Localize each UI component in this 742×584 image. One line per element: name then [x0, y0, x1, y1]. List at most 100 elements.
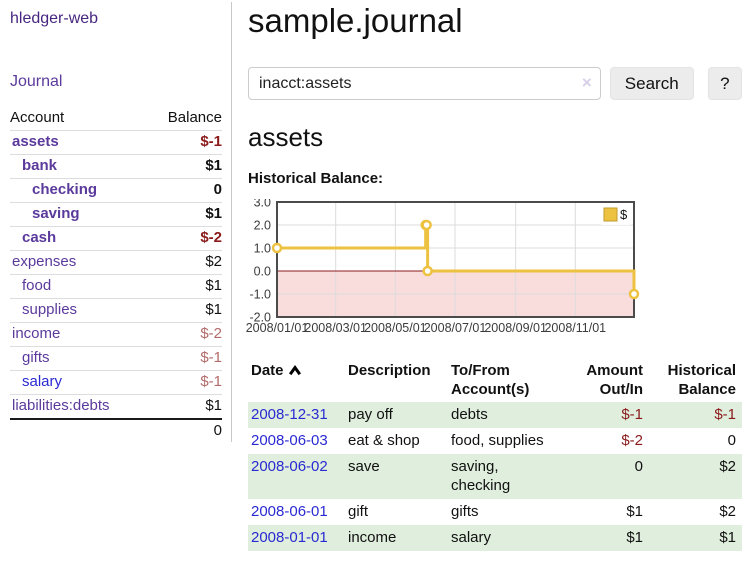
transaction-date-link[interactable]: 2008-06-01 [251, 503, 328, 520]
register-header-accounts: To/From Account(s) [451, 362, 530, 398]
account-balance: $-1 [147, 346, 222, 371]
transaction-balance: 0 [727, 432, 736, 449]
account-balance: $-2 [147, 226, 222, 251]
transaction-accounts: debts [451, 406, 488, 423]
search-form: × Search ? [248, 66, 742, 101]
transaction-balance: $2 [719, 503, 736, 520]
sidebar-account-link[interactable]: saving [32, 205, 80, 222]
transaction-description: gift [348, 503, 369, 520]
sidebar-account-link[interactable]: supplies [22, 301, 78, 318]
account-heading: assets [248, 122, 324, 152]
accounts-header-account: Account [10, 106, 148, 131]
svg-text:2.0: 2.0 [254, 219, 271, 233]
transaction-accounts: gifts [451, 503, 479, 520]
account-row: income $-2 [10, 322, 222, 347]
account-row: cash $-2 [10, 226, 222, 251]
account-balance: $1 [205, 397, 222, 414]
account-row: salary $-1 [10, 370, 222, 395]
accounts-table: Account Balance assets $-1 bank $1 checking 0… [10, 106, 222, 443]
transaction-row: 2008-06-01 gift gifts $1 $2 [248, 499, 742, 525]
account-balance: $-1 [147, 130, 222, 155]
account-row: supplies $1 [10, 298, 222, 323]
sidebar-account-link[interactable]: gifts [22, 349, 50, 366]
svg-text:2008/09/01: 2008/09/01 [484, 321, 547, 335]
chart-label: Historical Balance: [248, 170, 384, 187]
search-box: × [248, 67, 601, 100]
svg-text:1.0: 1.0 [254, 242, 271, 256]
page-title: sample.journal [248, 2, 463, 39]
svg-text:2008/11/01: 2008/11/01 [544, 321, 606, 335]
transaction-accounts: salary [451, 529, 492, 546]
search-input[interactable] [248, 67, 601, 100]
account-row: food $1 [10, 274, 222, 299]
sidebar-account-link[interactable]: bank [22, 157, 58, 174]
register-table: Date Description To/From Account(s) Amou… [248, 359, 742, 551]
svg-text:$: $ [620, 207, 628, 222]
sidebar-account-link[interactable]: cash [22, 229, 57, 246]
accounts-header-balance: Balance [147, 106, 222, 131]
transaction-row: 2008-01-01 income salary $1 $1 [248, 525, 742, 551]
transaction-row: 2008-06-03 eat & shop food, supplies $-2 0 [248, 428, 742, 454]
account-row: gifts $-1 [10, 346, 222, 371]
account-balance: $2 [147, 250, 222, 275]
transaction-date-link[interactable]: 2008-01-01 [251, 529, 328, 546]
sort-asc-icon [288, 362, 302, 381]
register-header-description: Description [348, 362, 431, 379]
transaction-accounts: food, supplies [451, 432, 544, 449]
sidebar-item-journal[interactable]: Journal [10, 73, 63, 90]
transaction-date-link[interactable]: 2008-06-02 [251, 458, 328, 475]
account-balance: $1 [147, 274, 222, 299]
balance-chart: 3.0 2.0 1.0 0.0 -1.0 -2.0 2008/01/01 2008/03/01… [240, 196, 742, 337]
account-balance: $1 [147, 298, 222, 323]
account-balance: 0 [147, 178, 222, 203]
svg-text:2008/05/01: 2008/05/01 [364, 321, 427, 335]
sidebar: hledger-web Journal Account Balance asse… [0, 2, 232, 443]
account-row: assets $-1 [10, 130, 222, 155]
svg-text:3.0: 3.0 [254, 199, 271, 210]
register-header-balance: Historical Balance [667, 362, 736, 398]
transaction-amount: $1 [626, 529, 643, 546]
main-panel: sample.journal × Search ? assets Histori… [246, 2, 742, 551]
sidebar-account-link[interactable]: salary [22, 373, 63, 390]
clear-search-icon[interactable]: × [581, 73, 592, 92]
svg-text:2008/07/01: 2008/07/01 [424, 321, 487, 335]
sidebar-account-link[interactable]: liabilities:debts [12, 397, 110, 414]
register-header-date[interactable]: Date [248, 359, 345, 402]
transaction-description: eat & shop [348, 432, 420, 449]
account-balance: $1 [147, 154, 222, 179]
transaction-date-link[interactable]: 2008-12-31 [251, 406, 328, 423]
account-balance: $-1 [147, 370, 222, 395]
accounts-total-balance: 0 [147, 418, 222, 443]
account-row: liabilities:debts $1 [10, 395, 222, 420]
svg-text:0.0: 0.0 [254, 265, 271, 279]
transaction-row: 2008-06-02 save saving, checking 0 $2 [248, 454, 742, 499]
transaction-amount: $1 [626, 503, 643, 520]
transaction-amount: $-1 [621, 406, 643, 423]
transaction-description: pay off [348, 406, 393, 423]
sidebar-account-link[interactable]: assets [12, 133, 59, 150]
sidebar-account-link[interactable]: checking [32, 181, 98, 198]
transaction-balance: $1 [719, 529, 736, 546]
account-row: bank $1 [10, 154, 222, 179]
help-button[interactable]: ? [707, 67, 742, 100]
transaction-accounts: saving, checking [451, 458, 511, 494]
account-row: checking 0 [10, 178, 222, 203]
accounts-total-row: 0 [10, 418, 222, 443]
svg-text:2008/03/01: 2008/03/01 [304, 321, 367, 335]
search-button[interactable]: Search [609, 67, 694, 100]
balance-chart-svg: 3.0 2.0 1.0 0.0 -1.0 -2.02008/01/012008/03/01… [246, 196, 640, 335]
app-title[interactable]: hledger-web [10, 10, 99, 27]
sidebar-account-link[interactable]: expenses [12, 253, 77, 270]
svg-text:-1.0: -1.0 [249, 288, 271, 302]
transaction-row: 2008-12-31 pay off debts $-1 $-1 [248, 402, 742, 428]
svg-text:-2.0: -2.0 [249, 311, 271, 325]
transaction-balance: $2 [719, 458, 736, 475]
sidebar-account-link[interactable]: food [22, 277, 52, 294]
sidebar-account-link[interactable]: income [12, 325, 61, 342]
transaction-date-link[interactable]: 2008-06-03 [251, 432, 328, 449]
transaction-amount: 0 [634, 458, 643, 475]
account-balance: $-2 [147, 322, 222, 347]
account-balance: $1 [147, 202, 222, 227]
transaction-balance: $-1 [714, 406, 736, 423]
transaction-description: save [348, 458, 380, 475]
